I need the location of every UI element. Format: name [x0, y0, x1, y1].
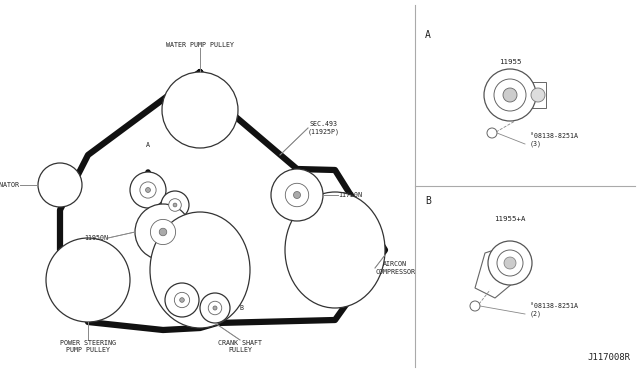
- Text: AIRCON
COMPRESSOR: AIRCON COMPRESSOR: [375, 262, 415, 275]
- Circle shape: [135, 204, 191, 260]
- Circle shape: [180, 298, 184, 302]
- Text: CRANK SHAFT
PULLEY: CRANK SHAFT PULLEY: [218, 340, 262, 353]
- Ellipse shape: [150, 212, 250, 328]
- Circle shape: [531, 88, 545, 102]
- Circle shape: [208, 301, 221, 315]
- Circle shape: [484, 69, 536, 121]
- Text: B: B: [240, 305, 244, 311]
- Circle shape: [46, 238, 130, 322]
- Circle shape: [173, 203, 177, 207]
- Text: °08138-8251A
(3): °08138-8251A (3): [530, 133, 578, 147]
- Circle shape: [174, 292, 189, 308]
- Circle shape: [130, 172, 166, 208]
- Text: °08138-8251A
(2): °08138-8251A (2): [530, 303, 578, 317]
- Circle shape: [162, 72, 238, 148]
- Circle shape: [488, 241, 532, 285]
- Circle shape: [487, 128, 497, 138]
- Circle shape: [169, 199, 181, 211]
- Circle shape: [213, 306, 217, 310]
- Text: 11950N: 11950N: [84, 235, 108, 241]
- Text: SEC.493
(11925P): SEC.493 (11925P): [308, 121, 340, 135]
- Text: ALTERNATOR: ALTERNATOR: [0, 182, 20, 188]
- Polygon shape: [475, 243, 525, 298]
- Circle shape: [294, 192, 301, 199]
- Text: WATER PUMP PULLEY: WATER PUMP PULLEY: [166, 42, 234, 48]
- Text: J117008R: J117008R: [587, 353, 630, 362]
- Bar: [530, 82, 546, 108]
- Circle shape: [150, 219, 175, 245]
- Circle shape: [145, 187, 150, 192]
- Circle shape: [503, 88, 517, 102]
- Circle shape: [165, 283, 199, 317]
- Text: A: A: [425, 30, 431, 40]
- Circle shape: [504, 257, 516, 269]
- Circle shape: [271, 169, 323, 221]
- Circle shape: [285, 183, 308, 207]
- Circle shape: [494, 79, 526, 111]
- Ellipse shape: [285, 192, 385, 308]
- Circle shape: [159, 228, 167, 236]
- Text: POWER STEERING
PUMP PULLEY: POWER STEERING PUMP PULLEY: [60, 340, 116, 353]
- Circle shape: [470, 301, 480, 311]
- Circle shape: [38, 163, 82, 207]
- Text: B: B: [425, 196, 431, 206]
- Circle shape: [161, 191, 189, 219]
- Circle shape: [140, 182, 156, 198]
- Text: 11955+A: 11955+A: [494, 216, 525, 222]
- Circle shape: [497, 250, 523, 276]
- Circle shape: [200, 293, 230, 323]
- Text: A: A: [146, 142, 150, 148]
- Text: 11720N: 11720N: [338, 192, 362, 198]
- Text: 11955: 11955: [499, 59, 521, 65]
